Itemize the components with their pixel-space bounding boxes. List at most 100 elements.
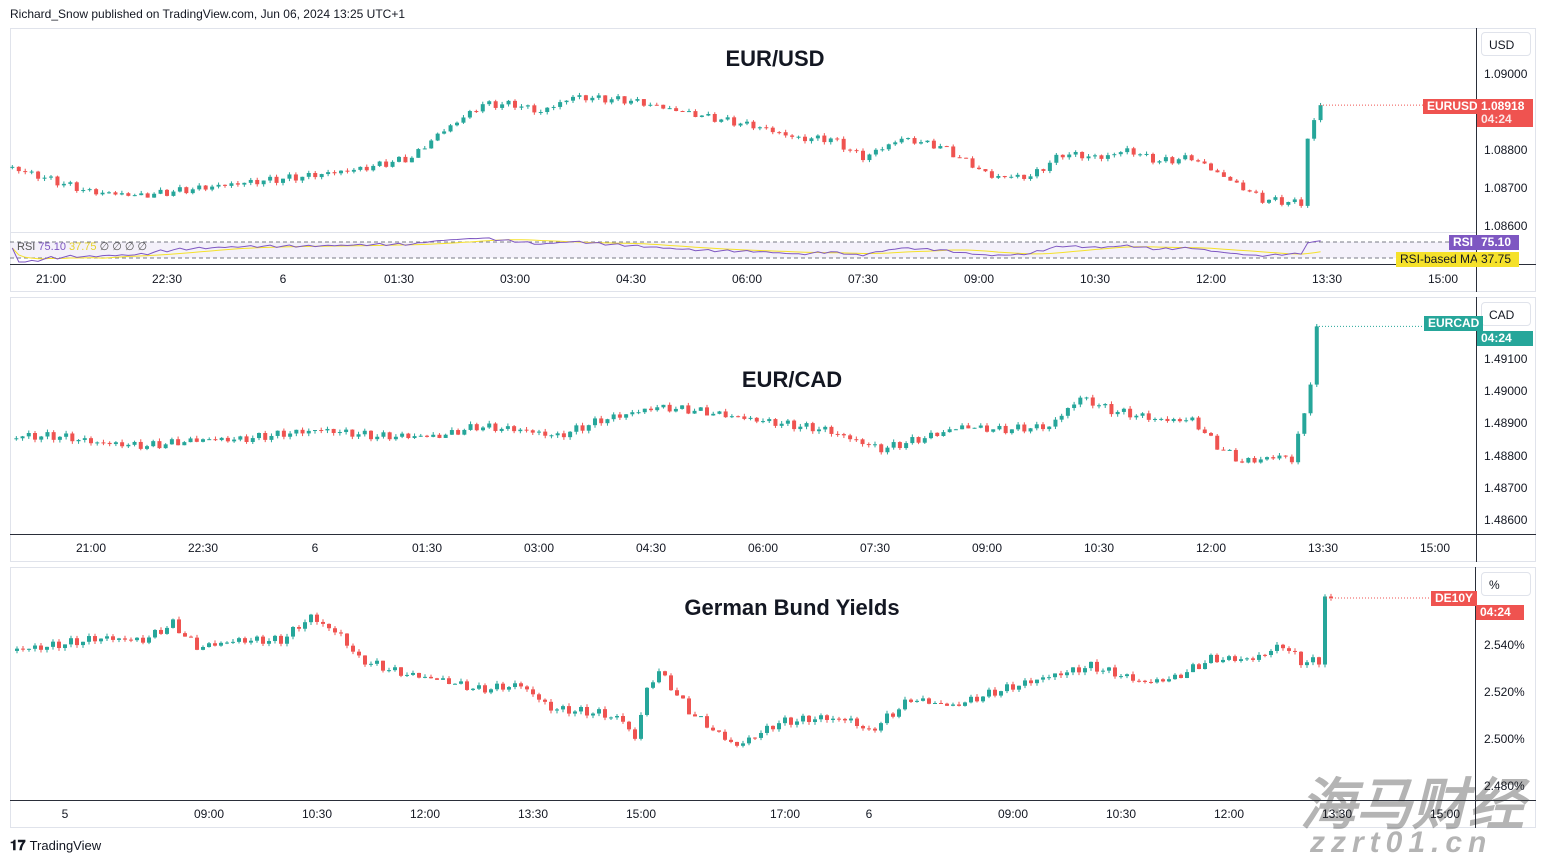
- candle[interactable]: [848, 435, 853, 440]
- candle[interactable]: [925, 140, 930, 143]
- candle[interactable]: [609, 717, 613, 719]
- candle[interactable]: [753, 737, 757, 739]
- candle[interactable]: [55, 176, 60, 186]
- candle[interactable]: [1287, 648, 1291, 651]
- candle[interactable]: [699, 115, 704, 117]
- candle[interactable]: [1009, 176, 1014, 178]
- candle[interactable]: [471, 688, 475, 690]
- candle[interactable]: [194, 438, 199, 442]
- candle[interactable]: [779, 423, 784, 426]
- candle[interactable]: [561, 433, 566, 438]
- candle[interactable]: [493, 423, 498, 431]
- candle[interactable]: [268, 176, 273, 181]
- candle[interactable]: [273, 635, 277, 642]
- candle[interactable]: [723, 411, 728, 418]
- candle[interactable]: [1118, 152, 1123, 155]
- candle[interactable]: [705, 407, 709, 416]
- candle[interactable]: [748, 417, 753, 419]
- candle[interactable]: [785, 420, 790, 424]
- candle[interactable]: [1239, 659, 1243, 661]
- candle[interactable]: [1059, 673, 1063, 676]
- candle[interactable]: [825, 715, 829, 720]
- candle[interactable]: [1312, 120, 1317, 139]
- candle[interactable]: [169, 439, 174, 445]
- candle[interactable]: [495, 683, 499, 690]
- candle[interactable]: [1101, 670, 1105, 672]
- candle[interactable]: [455, 122, 459, 126]
- candle[interactable]: [1184, 420, 1189, 422]
- candle[interactable]: [249, 640, 253, 643]
- candle[interactable]: [287, 174, 292, 179]
- candle[interactable]: [487, 101, 492, 105]
- candle[interactable]: [474, 111, 479, 113]
- candle[interactable]: [921, 698, 925, 701]
- candle[interactable]: [297, 627, 301, 629]
- candle[interactable]: [1189, 155, 1194, 161]
- candle[interactable]: [551, 106, 556, 108]
- candle[interactable]: [1113, 667, 1117, 677]
- candle[interactable]: [119, 193, 124, 195]
- candle[interactable]: [1173, 674, 1177, 680]
- candle[interactable]: [1202, 161, 1207, 164]
- candle[interactable]: [798, 426, 803, 430]
- candle[interactable]: [319, 430, 324, 432]
- candle[interactable]: [267, 641, 271, 644]
- candle[interactable]: [139, 193, 144, 196]
- candle[interactable]: [630, 412, 635, 415]
- candle[interactable]: [1292, 199, 1297, 203]
- candle[interactable]: [719, 119, 724, 122]
- candle[interactable]: [783, 132, 788, 136]
- candle[interactable]: [87, 636, 91, 642]
- candle[interactable]: [795, 721, 799, 725]
- candle[interactable]: [1089, 661, 1093, 669]
- candle[interactable]: [996, 175, 1001, 178]
- candle[interactable]: [624, 414, 629, 418]
- candle[interactable]: [1149, 681, 1153, 683]
- candle[interactable]: [111, 636, 115, 640]
- candle[interactable]: [339, 170, 343, 174]
- candle[interactable]: [1137, 680, 1141, 682]
- candle[interactable]: [15, 648, 19, 651]
- candle[interactable]: [661, 104, 666, 109]
- candle[interactable]: [815, 135, 820, 139]
- candle[interactable]: [819, 715, 823, 720]
- candle[interactable]: [617, 414, 622, 418]
- candle[interactable]: [1289, 456, 1294, 463]
- candle[interactable]: [621, 715, 625, 722]
- candle[interactable]: [1090, 397, 1095, 406]
- candle[interactable]: [189, 636, 193, 638]
- candle[interactable]: [1265, 457, 1269, 460]
- candle[interactable]: [435, 133, 440, 141]
- candle[interactable]: [281, 178, 285, 183]
- candle[interactable]: [1002, 175, 1007, 178]
- candle[interactable]: [195, 637, 199, 650]
- candle[interactable]: [596, 95, 601, 98]
- candle[interactable]: [1260, 192, 1265, 203]
- candle[interactable]: [1103, 404, 1108, 406]
- candle[interactable]: [87, 189, 92, 191]
- candle[interactable]: [880, 149, 885, 151]
- candle[interactable]: [1065, 408, 1070, 416]
- currency-selector-percent[interactable]: %: [1481, 572, 1531, 596]
- candle[interactable]: [1125, 674, 1129, 677]
- candle[interactable]: [120, 442, 125, 447]
- candle[interactable]: [429, 676, 433, 679]
- candle[interactable]: [1221, 659, 1225, 663]
- candle[interactable]: [306, 430, 311, 434]
- candle[interactable]: [674, 108, 679, 112]
- candle[interactable]: [487, 423, 492, 428]
- candle[interactable]: [418, 435, 423, 437]
- candle[interactable]: [558, 102, 563, 107]
- candle[interactable]: [1277, 455, 1282, 459]
- candle[interactable]: [425, 435, 429, 437]
- candle[interactable]: [1257, 654, 1261, 660]
- candle[interactable]: [687, 111, 691, 113]
- candle[interactable]: [138, 441, 143, 449]
- candle[interactable]: [1267, 199, 1271, 203]
- candle[interactable]: [1138, 154, 1143, 156]
- candle[interactable]: [729, 416, 734, 418]
- candle[interactable]: [505, 426, 510, 429]
- candle[interactable]: [417, 672, 421, 678]
- candle[interactable]: [363, 655, 367, 665]
- candle[interactable]: [897, 709, 901, 717]
